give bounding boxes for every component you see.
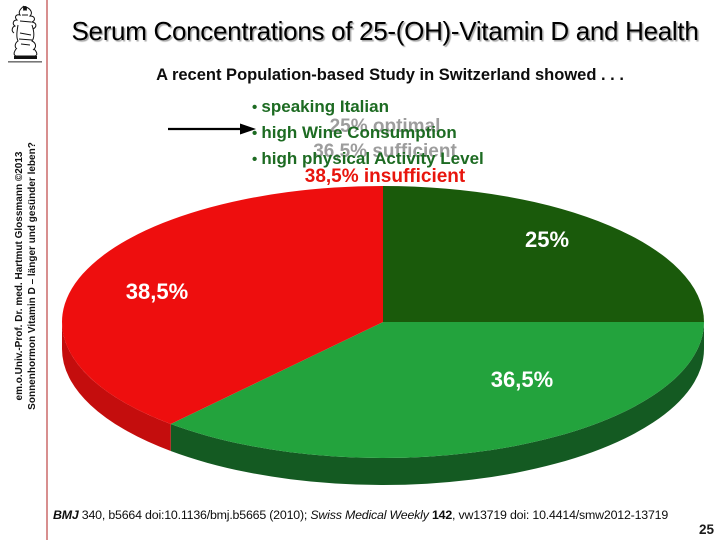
citation-volume: 142: [428, 508, 453, 522]
bullet-item-wine: high Wine Consumption: [252, 120, 484, 146]
crest-engraving-logo: [8, 5, 42, 63]
pie-slice-path: [170, 322, 705, 458]
pie-slice-path: [170, 322, 705, 485]
citation: BMJ 340, b5664 doi:10.1136/bmj.b5665 (20…: [53, 508, 717, 522]
right-arrow-icon: [168, 123, 256, 135]
pie-slice-path: [383, 186, 704, 322]
citation-text2: , vw13719 doi: 10.4414/smw2012-13719: [452, 508, 669, 522]
slide-title: Serum Concentrations of 25-(OH)-Vitamin …: [71, 16, 699, 46]
bullet-item-activity: high physical Activity Level: [252, 146, 483, 172]
page-number: 25: [698, 522, 714, 537]
sidebar-credit-line1: em.o.Univ.-Prof. Dr. med. Hartmut Glossm…: [14, 151, 25, 401]
sidebar-divider-line: [46, 0, 48, 540]
sidebar-credit-line2: Sonnenhormon Vitamin D – länger und gesü…: [27, 142, 38, 410]
citation-text1: 340, b5664 doi:10.1136/bmj.b5665 (2010);: [78, 508, 311, 522]
pie-label-insufficient: 38,5%: [126, 279, 188, 304]
pie-slice-path: [62, 186, 384, 425]
pie-slice-path: [62, 322, 171, 452]
slide-subtitle: A recent Population-based Study in Switz…: [156, 66, 624, 84]
citation-journal-bmj: BMJ: [53, 508, 79, 522]
sidebar-credit: em.o.Univ.-Prof. Dr. med. Hartmut Glossm…: [13, 142, 39, 410]
pie-label-sufficient: 36,5%: [491, 367, 553, 392]
bullet-list: speaking Italian high Wine Consumption h…: [252, 94, 484, 172]
pie-label-optimal: 25%: [525, 227, 569, 252]
citation-journal-smw: Swiss Medical Weekly: [310, 508, 429, 522]
bullet-item-speaking-italian: speaking Italian: [252, 94, 484, 120]
